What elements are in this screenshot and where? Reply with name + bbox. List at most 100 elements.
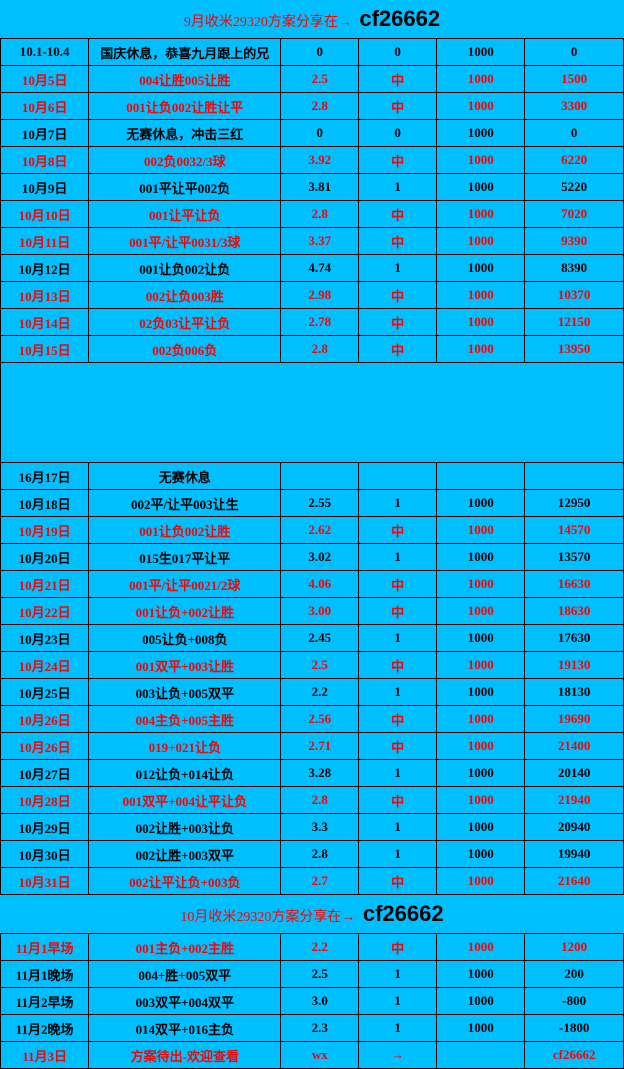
table-row: 10月22日001让负+002让胜3.00中100018630 [1, 598, 624, 625]
cell-c4: 1 [359, 490, 437, 517]
cell-c6: -1800 [525, 1015, 624, 1042]
cell-c2: 002负006负 [89, 336, 281, 363]
cell-c5: 1000 [437, 255, 525, 282]
cell-c3: 3.37 [281, 228, 359, 255]
cell-c1: 10月22日 [1, 598, 89, 625]
table-row: 11月2晚场014双平+016主负2.311000-1800 [1, 1015, 624, 1042]
table-row: 10月14日02负03让平让负2.78中100012150 [1, 309, 624, 336]
cell-c6 [525, 463, 624, 490]
table-row: 10月25日003让负+005双平2.21100018130 [1, 679, 624, 706]
cell-c4: 1 [359, 544, 437, 571]
cell-c5: 1000 [437, 652, 525, 679]
cell-c5: 1000 [437, 679, 525, 706]
table-row: 10月23日005让负+008负2.451100017630 [1, 625, 624, 652]
cell-c2: 无赛休息 [89, 463, 281, 490]
cell-c5: 1000 [437, 934, 525, 961]
cell-c2: 001主负+002主胜 [89, 934, 281, 961]
cell-c1: 10月13日 [1, 282, 89, 309]
cell-c3: 2.8 [281, 93, 359, 120]
cell-c2: 002让负003胜 [89, 282, 281, 309]
cell-c4: 中 [359, 66, 437, 93]
cell-c1: 10月21日 [1, 571, 89, 598]
cell-c4: 中 [359, 571, 437, 598]
cell-c5: 1000 [437, 733, 525, 760]
cell-c2: 004让胜005让胜 [89, 66, 281, 93]
cell-c1: 11月2早场 [1, 988, 89, 1015]
table-row: 10月11日001平/让平0031/3球3.37中10009390 [1, 228, 624, 255]
cell-c2: 002负0032/3球 [89, 147, 281, 174]
cell-c2: 001平/让平0031/3球 [89, 228, 281, 255]
cell-c6: 1500 [525, 66, 624, 93]
cell-c4: 中 [359, 93, 437, 120]
cell-c1: 10月26日 [1, 706, 89, 733]
cell-c3: 0 [281, 120, 359, 147]
cell-c4: 中 [359, 201, 437, 228]
cell-c2: 003让负+005双平 [89, 679, 281, 706]
cell-c4: 0 [359, 120, 437, 147]
cell-c3: 2.5 [281, 961, 359, 988]
cell-c4: 1 [359, 841, 437, 868]
cell-c1: 10月23日 [1, 625, 89, 652]
cell-c5: 1000 [437, 174, 525, 201]
cell-c3: 2.2 [281, 679, 359, 706]
cell-c5: 1000 [437, 787, 525, 814]
cell-c2: 002让胜+003让负 [89, 814, 281, 841]
cell-c5: 1000 [437, 120, 525, 147]
cell-c6: 13570 [525, 544, 624, 571]
cell-c1: 10月11日 [1, 228, 89, 255]
cell-c4: 0 [359, 39, 437, 66]
cell-c5: 1000 [437, 228, 525, 255]
cell-c3: 2.45 [281, 625, 359, 652]
cell-c2: 001让负002让胜 [89, 517, 281, 544]
cell-c3: 2.2 [281, 934, 359, 961]
cell-c2: 001平/让平0021/2球 [89, 571, 281, 598]
table-row: 10月5日004让胜005让胜2.5中10001500 [1, 66, 624, 93]
cell-c1: 10月25日 [1, 679, 89, 706]
cell-c5: 1000 [437, 571, 525, 598]
cell-c4: 中 [359, 309, 437, 336]
cell-c1: 10月14日 [1, 309, 89, 336]
cell-c6: 10370 [525, 282, 624, 309]
table-row: 10月9日001平让平002负3.81110005220 [1, 174, 624, 201]
cell-c3: 3.81 [281, 174, 359, 201]
cell-c2: 02负03让平让负 [89, 309, 281, 336]
table-row: 10月26日019+021让负2.71中100021400 [1, 733, 624, 760]
cell-c5: 1000 [437, 544, 525, 571]
results-table: 9月收米29320方案分享在→ cf26662 10.1-10.4国庆休息，恭喜… [0, 0, 624, 1069]
cell-c1: 10月29日 [1, 814, 89, 841]
cell-c3: 3.0 [281, 988, 359, 1015]
cell-c6: 13950 [525, 336, 624, 363]
cell-c5: 1000 [437, 147, 525, 174]
cell-c3: 2.55 [281, 490, 359, 517]
cell-c6: 14570 [525, 517, 624, 544]
table-row: 10月6日001让负002让胜让平2.8中10003300 [1, 93, 624, 120]
cell-c1: 11月3日 [1, 1042, 89, 1069]
cell-c2: 002让平让负+003负 [89, 868, 281, 895]
cell-c4: 中 [359, 733, 437, 760]
cell-c2: 无赛休息，冲击三红 [89, 120, 281, 147]
cell-c1: 10月20日 [1, 544, 89, 571]
cell-c5: 1000 [437, 336, 525, 363]
cell-c4: 中 [359, 282, 437, 309]
cell-c1: 11月1晚场 [1, 961, 89, 988]
cell-c2: 001平让平002负 [89, 174, 281, 201]
cell-c6: 12150 [525, 309, 624, 336]
cell-c6: 7020 [525, 201, 624, 228]
table-row: 10月26日004主负+005主胜2.56中100019690 [1, 706, 624, 733]
table-row: 11月1早场001主负+002主胜2.2中10001200 [1, 934, 624, 961]
table-row: 10月7日无赛休息，冲击三红0010000 [1, 120, 624, 147]
cell-c2: 001让负002让胜让平 [89, 93, 281, 120]
cell-c3: 2.78 [281, 309, 359, 336]
cell-c1: 11月1早场 [1, 934, 89, 961]
cell-c1: 10月27日 [1, 760, 89, 787]
cell-c4: 中 [359, 228, 437, 255]
header-text-1: 9月收米29320方案分享在→ [184, 15, 352, 30]
table-row: 10月30日002让胜+003双平2.81100019940 [1, 841, 624, 868]
cell-c4: 中 [359, 934, 437, 961]
cell-c1: 10.1-10.4 [1, 39, 89, 66]
cell-c1: 10月5日 [1, 66, 89, 93]
cell-c4: 1 [359, 988, 437, 1015]
cell-c5: 1000 [437, 841, 525, 868]
cell-c6: 17630 [525, 625, 624, 652]
cell-c3: 2.5 [281, 66, 359, 93]
